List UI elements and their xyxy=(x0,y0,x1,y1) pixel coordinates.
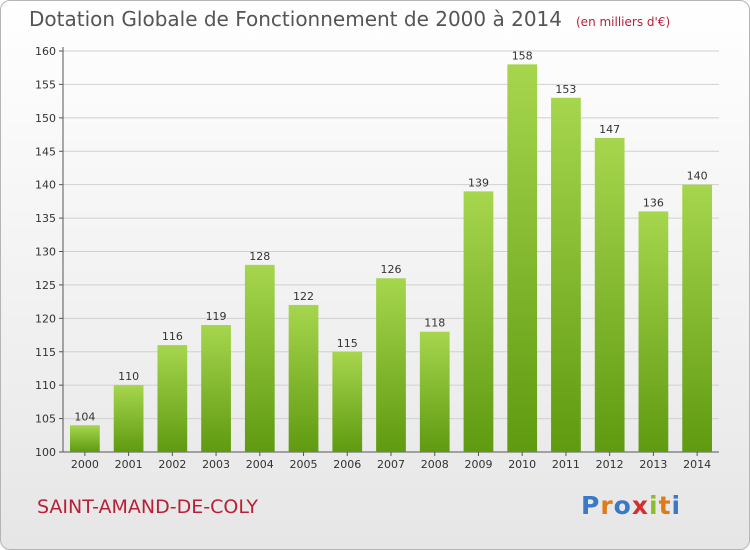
x-tick-label-2004: 2004 xyxy=(246,458,274,471)
data-label-2012: 147 xyxy=(599,123,620,136)
bar-2014 xyxy=(682,184,713,452)
data-label-2003: 119 xyxy=(206,310,227,323)
x-tick-label-2012: 2012 xyxy=(596,458,624,471)
data-label-2001: 110 xyxy=(118,370,139,383)
x-tick-label-2001: 2001 xyxy=(115,458,143,471)
x-tick-label-2002: 2002 xyxy=(158,458,186,471)
commune-name: SAINT-AMAND-DE-COLY xyxy=(37,496,258,518)
bar-2003 xyxy=(201,325,231,452)
proxiti-logo: Proxiti xyxy=(581,491,681,520)
bar-2007 xyxy=(376,278,406,452)
bar-2010 xyxy=(507,64,538,452)
x-tick-label-2005: 2005 xyxy=(290,458,318,471)
logo-letter: i xyxy=(649,491,659,520)
bar-2005 xyxy=(288,304,319,452)
chart-unit: (en milliers d'€) xyxy=(576,15,671,29)
x-tick-label-2011: 2011 xyxy=(552,458,580,471)
bar-2012 xyxy=(594,137,625,452)
bar-2004 xyxy=(244,264,275,452)
y-tick-label: 115 xyxy=(35,346,56,359)
data-label-2008: 118 xyxy=(424,317,445,330)
bar-2006 xyxy=(332,351,363,452)
x-tick-label-2013: 2013 xyxy=(639,458,667,471)
y-tick-label: 105 xyxy=(35,413,56,426)
bar-2002 xyxy=(157,345,188,452)
logo-letter: P xyxy=(581,491,601,520)
y-tick-label: 100 xyxy=(35,446,56,459)
data-label-2014: 140 xyxy=(687,170,708,183)
x-tick-label-2000: 2000 xyxy=(71,458,99,471)
y-tick-label: 135 xyxy=(35,212,56,225)
y-tick-label: 150 xyxy=(35,112,56,125)
x-tick-label-2008: 2008 xyxy=(421,458,449,471)
data-label-2002: 116 xyxy=(162,330,183,343)
bar-2000 xyxy=(69,425,100,452)
logo-letter: i xyxy=(671,491,682,520)
x-tick-label-2010: 2010 xyxy=(508,458,536,471)
logo-letter: r xyxy=(600,491,614,520)
data-label-2010: 158 xyxy=(512,49,533,62)
data-label-2011: 153 xyxy=(555,83,576,96)
y-tick-label: 160 xyxy=(35,45,56,58)
bar-2008 xyxy=(419,331,450,452)
data-label-2005: 122 xyxy=(293,290,314,303)
bar-2013 xyxy=(638,211,669,452)
bar-2009 xyxy=(463,191,494,452)
x-tick-label-2003: 2003 xyxy=(202,458,230,471)
x-tick-label-2009: 2009 xyxy=(464,458,492,471)
logo-letter: x xyxy=(631,491,649,520)
y-tick-label: 130 xyxy=(35,246,56,259)
data-label-2007: 126 xyxy=(381,263,402,276)
data-label-2004: 128 xyxy=(249,250,270,263)
x-tick-label-2007: 2007 xyxy=(377,458,405,471)
y-tick-label: 110 xyxy=(35,379,56,392)
bar-2011 xyxy=(551,97,581,453)
data-label-2009: 139 xyxy=(468,176,489,189)
logo-letter: o xyxy=(613,491,632,520)
chart-title-text: Dotation Globale de Fonctionnement de 20… xyxy=(29,7,562,31)
logo-letter: t xyxy=(658,491,672,520)
x-tick-label-2014: 2014 xyxy=(683,458,711,471)
data-label-2006: 115 xyxy=(337,337,358,350)
y-tick-label: 155 xyxy=(35,78,56,91)
chart-title: Dotation Globale de Fonctionnement de 20… xyxy=(29,7,670,31)
bar-2001 xyxy=(113,385,144,452)
y-tick-label: 145 xyxy=(35,145,56,158)
y-tick-label: 125 xyxy=(35,279,56,292)
x-tick-label-2006: 2006 xyxy=(333,458,361,471)
y-tick-label: 120 xyxy=(35,312,56,325)
data-label-2013: 136 xyxy=(643,196,664,209)
data-label-2000: 104 xyxy=(74,410,95,423)
y-tick-label: 140 xyxy=(35,179,56,192)
